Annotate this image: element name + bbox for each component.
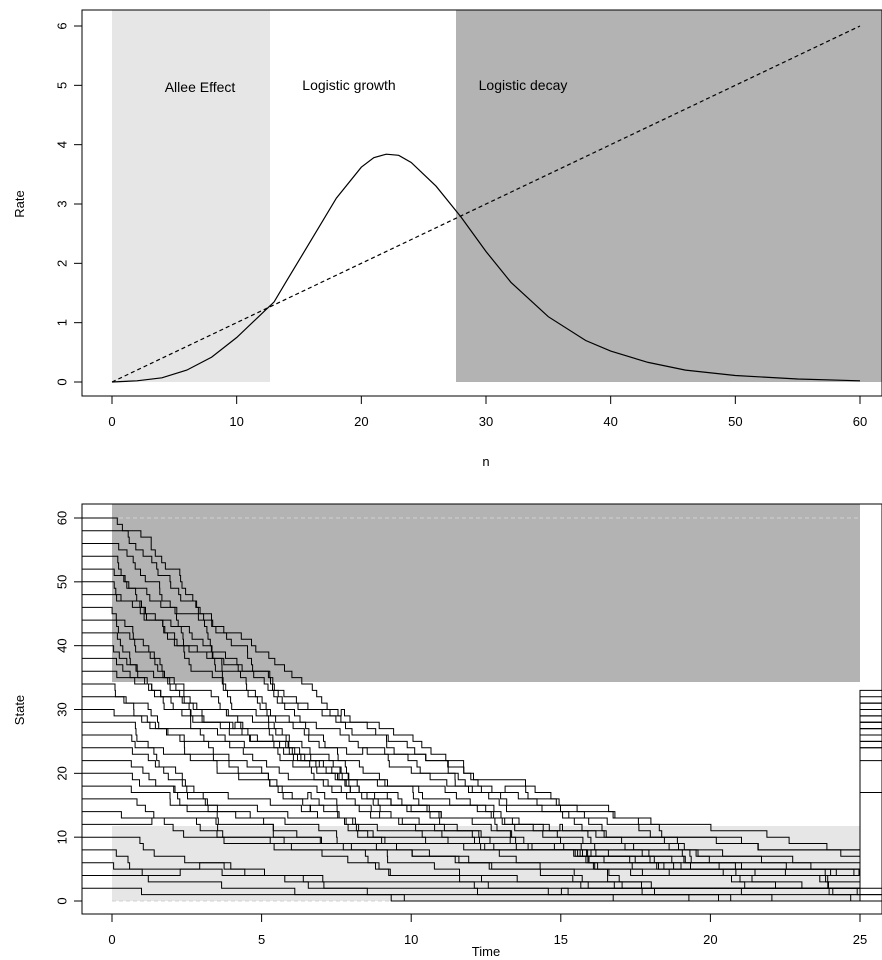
trajectory-line bbox=[82, 594, 882, 851]
region-decay-band bbox=[112, 504, 860, 682]
y-tick-label: 60 bbox=[55, 511, 70, 525]
y-axis-label-bottom: State bbox=[12, 695, 27, 725]
y-tick-label: 0 bbox=[55, 378, 70, 385]
x-tick-label: 50 bbox=[728, 414, 742, 429]
x-tick-label: 10 bbox=[229, 414, 243, 429]
trajectory-line bbox=[82, 709, 882, 876]
y-tick-label: 40 bbox=[55, 638, 70, 652]
x-axis-label-bottom: Time bbox=[472, 944, 500, 959]
trajectory-line bbox=[82, 862, 882, 902]
propensity-curve bbox=[111, 153, 861, 383]
rate-panel: Allee Effect Logistic growth Logistic de… bbox=[12, 9, 882, 469]
region-allee bbox=[112, 10, 270, 382]
y-tick-label: 20 bbox=[55, 766, 70, 780]
y-tick-label: 10 bbox=[55, 830, 70, 844]
x-tick-label: 15 bbox=[554, 932, 568, 947]
x-tick-label: 0 bbox=[108, 414, 115, 429]
trajectory-line bbox=[82, 721, 882, 876]
y-tick-label: 5 bbox=[55, 82, 70, 89]
trajectory-line bbox=[82, 849, 882, 902]
x-tick-label: 20 bbox=[354, 414, 368, 429]
trajectory-line bbox=[82, 740, 882, 889]
x-tick-label: 20 bbox=[703, 932, 717, 947]
x-tick-label: 0 bbox=[108, 932, 115, 947]
y-tick-label: 1 bbox=[55, 319, 70, 326]
x-tick-label: 40 bbox=[603, 414, 617, 429]
trajectory-line bbox=[82, 670, 882, 876]
x-tick-label: 30 bbox=[479, 414, 493, 429]
x-tick-label: 5 bbox=[258, 932, 265, 947]
x-axis: 0 10 20 30 40 50 60 bbox=[108, 395, 867, 429]
region-label-allee: Allee Effect bbox=[165, 79, 236, 95]
trajectories bbox=[82, 517, 882, 902]
x-axis-label: n bbox=[482, 454, 489, 469]
y-axis-bottom: 0 10 20 30 40 50 60 bbox=[55, 511, 83, 905]
trajectory-line bbox=[82, 792, 882, 902]
x-axis-bottom: 0 5 10 15 20 25 bbox=[108, 913, 867, 947]
y-tick-label: 30 bbox=[55, 702, 70, 716]
y-axis-label: Rate bbox=[12, 190, 27, 217]
y-tick-label: 4 bbox=[55, 141, 70, 148]
x-tick-label: 60 bbox=[853, 414, 867, 429]
trajectory-line bbox=[82, 632, 882, 870]
trajectory-line bbox=[82, 817, 882, 902]
state-panel: 0 5 10 15 20 25 0 10 20 30 40 50 60 Time State bbox=[12, 503, 882, 959]
trajectory-line bbox=[82, 887, 882, 902]
y-axis: 0 1 2 3 4 5 6 bbox=[55, 22, 83, 386]
region-label-logistic-decay: Logistic decay bbox=[479, 77, 568, 93]
y-tick-label: 50 bbox=[55, 575, 70, 589]
y-tick-label: 6 bbox=[55, 22, 70, 29]
y-tick-label: 3 bbox=[55, 200, 70, 207]
region-label-logistic-growth: Logistic growth bbox=[302, 77, 395, 93]
x-tick-label: 25 bbox=[853, 932, 867, 947]
y-tick-label: 0 bbox=[55, 897, 70, 904]
region-logistic-decay bbox=[456, 10, 882, 382]
trajectory-line bbox=[82, 862, 882, 902]
trajectory-line bbox=[82, 760, 882, 889]
death-rate-line bbox=[111, 25, 861, 383]
trajectory-line bbox=[82, 568, 882, 876]
x-tick-label: 10 bbox=[404, 932, 418, 947]
trajectory-line bbox=[82, 543, 882, 851]
trajectory-line bbox=[82, 530, 882, 864]
y-tick-label: 2 bbox=[55, 260, 70, 267]
